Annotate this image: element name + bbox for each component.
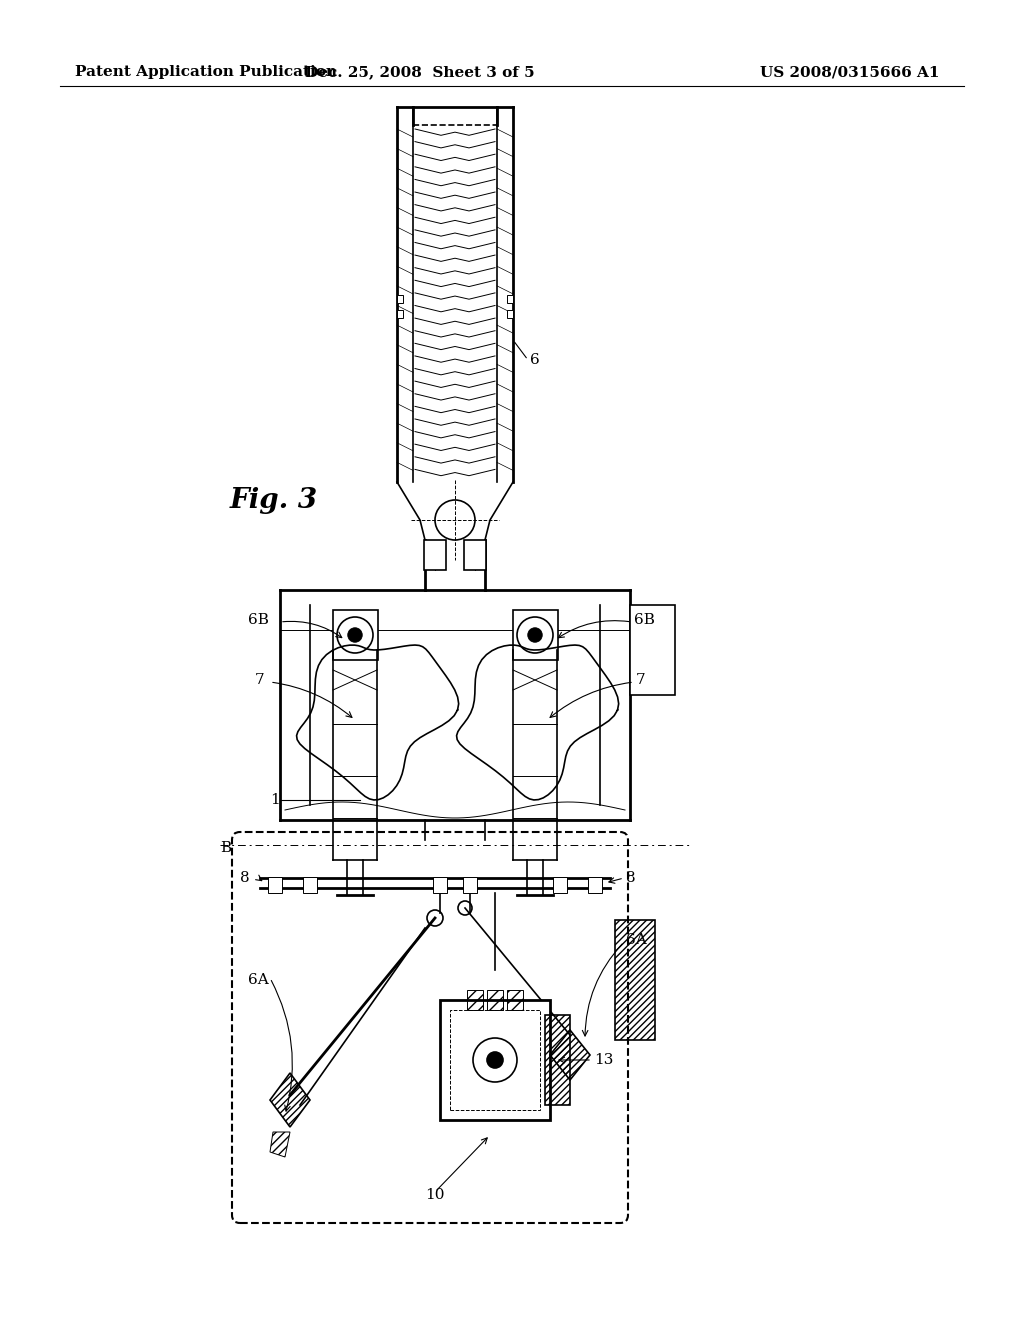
Text: 6B: 6B [248,612,269,627]
Bar [424,540,446,570]
Bar [467,990,483,1010]
Bar [397,294,403,304]
Text: 6: 6 [530,352,540,367]
Bar [545,1015,570,1105]
Bar [487,990,503,1010]
Text: 7: 7 [255,673,264,686]
Text: Dec. 25, 2008  Sheet 3 of 5: Dec. 25, 2008 Sheet 3 of 5 [305,65,535,79]
Bar [615,920,655,1040]
Text: 1: 1 [270,793,280,807]
Text: Fig. 3: Fig. 3 [230,487,318,513]
Text: 6A: 6A [626,933,647,946]
Bar [433,876,447,894]
Bar [440,1001,550,1119]
Bar [268,876,282,894]
Bar [630,605,675,696]
Circle shape [487,1052,503,1068]
Text: 8: 8 [240,871,250,884]
Bar [553,876,567,894]
Bar [507,990,523,1010]
Bar [450,1010,540,1110]
Bar [507,310,513,318]
Text: 10: 10 [425,1188,444,1203]
Text: 8: 8 [626,871,636,884]
Bar [303,876,317,894]
Text: Patent Application Publication: Patent Application Publication [75,65,337,79]
Text: B: B [220,841,231,855]
Bar [397,310,403,318]
Text: 6A: 6A [248,973,268,987]
Text: 7: 7 [636,673,645,686]
Text: 6B: 6B [634,612,655,627]
Bar [333,610,378,660]
Bar [464,540,486,570]
Bar [463,876,477,894]
Bar [507,294,513,304]
Text: 13: 13 [594,1053,613,1067]
Circle shape [527,628,542,643]
Text: US 2008/0315666 A1: US 2008/0315666 A1 [761,65,940,79]
Bar [588,876,602,894]
Circle shape [348,628,362,643]
Bar [513,610,558,660]
